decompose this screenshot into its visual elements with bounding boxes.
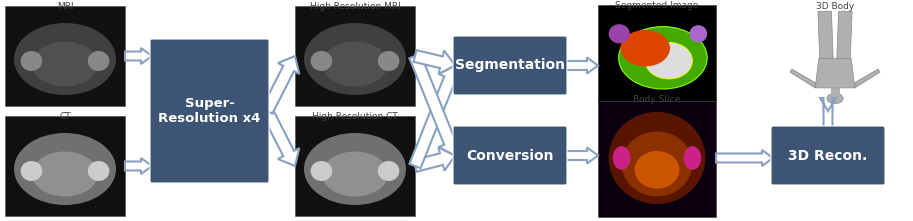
Polygon shape xyxy=(818,11,834,59)
Text: High Resolution CT: High Resolution CT xyxy=(312,112,398,121)
Polygon shape xyxy=(820,98,836,128)
Text: 3D Recon.: 3D Recon. xyxy=(788,149,867,162)
Bar xyxy=(5,6,125,106)
Ellipse shape xyxy=(32,152,98,196)
Text: Super-
Resolution x4: Super- Resolution x4 xyxy=(158,97,261,125)
Bar xyxy=(598,5,716,101)
Ellipse shape xyxy=(322,42,388,86)
Ellipse shape xyxy=(689,25,708,42)
Ellipse shape xyxy=(621,30,670,67)
Ellipse shape xyxy=(310,161,332,181)
Ellipse shape xyxy=(310,51,332,71)
Ellipse shape xyxy=(304,23,406,95)
Bar xyxy=(295,6,415,106)
Bar xyxy=(5,116,125,216)
Bar xyxy=(295,116,415,216)
Text: Segmented Image: Segmented Image xyxy=(615,1,698,10)
Ellipse shape xyxy=(88,161,110,181)
Polygon shape xyxy=(565,147,598,164)
Ellipse shape xyxy=(378,161,399,181)
Text: Conversion: Conversion xyxy=(467,149,554,162)
Ellipse shape xyxy=(14,133,116,205)
Ellipse shape xyxy=(21,161,42,181)
Text: CT: CT xyxy=(59,112,71,121)
Polygon shape xyxy=(262,56,299,114)
Ellipse shape xyxy=(613,146,631,170)
Ellipse shape xyxy=(609,112,706,204)
Polygon shape xyxy=(262,108,299,166)
Ellipse shape xyxy=(21,51,42,71)
Polygon shape xyxy=(125,158,152,174)
Ellipse shape xyxy=(304,133,406,205)
Ellipse shape xyxy=(88,51,110,71)
Text: 3D Body: 3D Body xyxy=(816,2,855,11)
Polygon shape xyxy=(790,69,815,88)
Bar xyxy=(598,99,716,217)
Polygon shape xyxy=(837,11,852,59)
Ellipse shape xyxy=(684,146,701,170)
Polygon shape xyxy=(855,69,880,88)
Polygon shape xyxy=(565,57,598,74)
Text: MRI: MRI xyxy=(57,2,73,11)
Ellipse shape xyxy=(322,152,388,196)
Text: Body Slice: Body Slice xyxy=(634,95,680,104)
Text: High Resolution MRI: High Resolution MRI xyxy=(310,2,401,11)
Bar xyxy=(831,88,839,95)
Ellipse shape xyxy=(378,51,399,71)
Ellipse shape xyxy=(622,131,692,196)
Ellipse shape xyxy=(609,24,630,43)
FancyBboxPatch shape xyxy=(150,39,269,183)
Polygon shape xyxy=(409,65,461,168)
Ellipse shape xyxy=(32,42,98,86)
Ellipse shape xyxy=(635,151,679,189)
Ellipse shape xyxy=(827,93,843,104)
Ellipse shape xyxy=(645,42,692,79)
Polygon shape xyxy=(414,147,455,172)
FancyBboxPatch shape xyxy=(453,36,567,95)
FancyBboxPatch shape xyxy=(771,126,885,185)
Text: Segmentation: Segmentation xyxy=(455,59,565,72)
Polygon shape xyxy=(815,59,855,88)
FancyBboxPatch shape xyxy=(453,126,567,185)
Polygon shape xyxy=(125,48,152,64)
Ellipse shape xyxy=(619,27,708,89)
Polygon shape xyxy=(409,54,461,156)
Polygon shape xyxy=(716,150,773,166)
Polygon shape xyxy=(414,50,455,74)
Ellipse shape xyxy=(14,23,116,95)
